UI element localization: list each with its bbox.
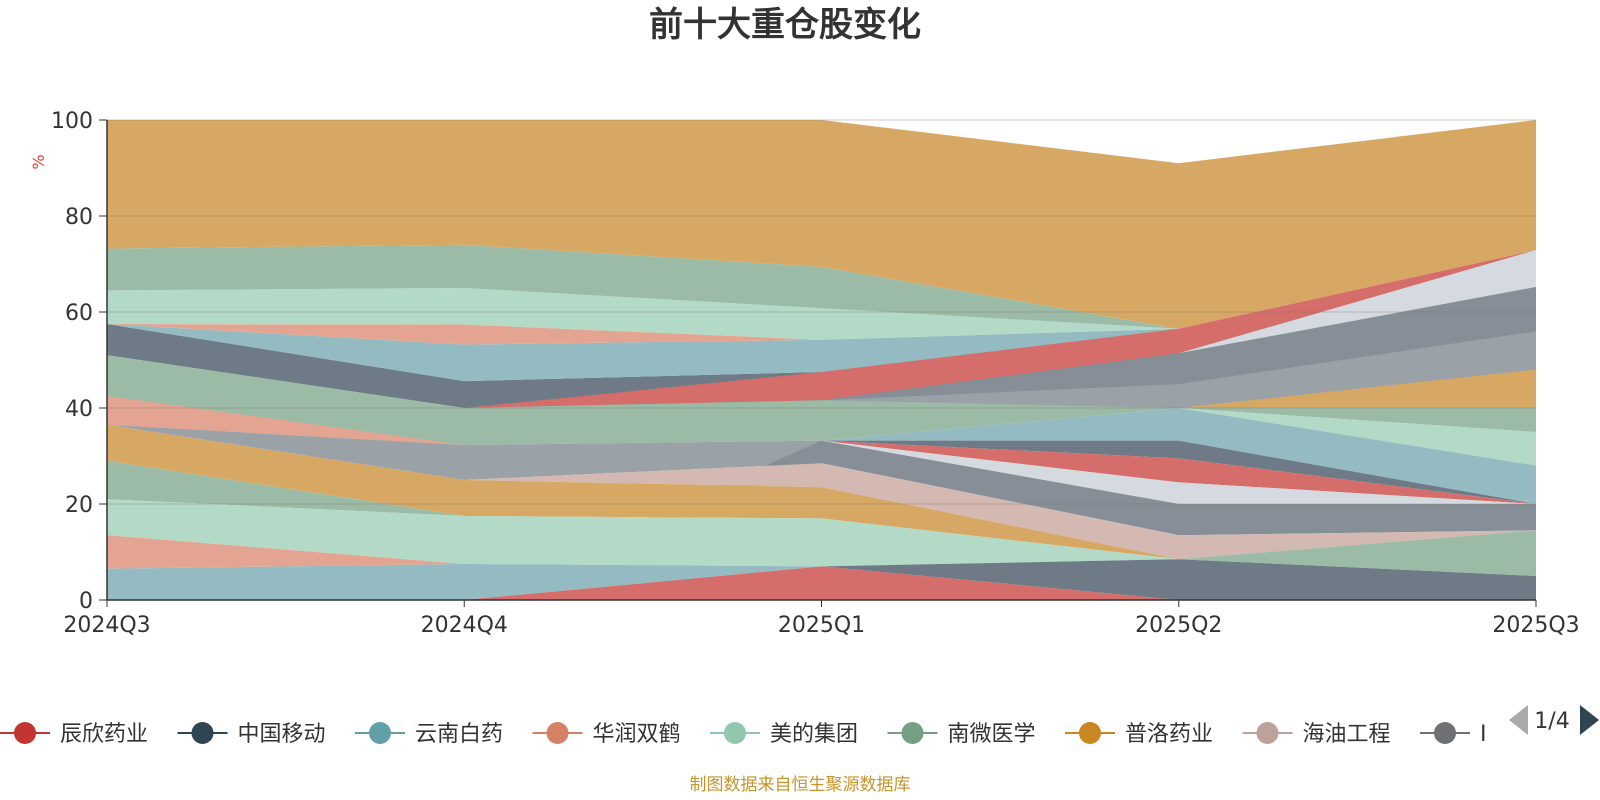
- legend-item[interactable]: 普洛药业: [1065, 722, 1213, 747]
- legend-item[interactable]: 美的集团: [710, 722, 858, 747]
- legend-marker-icon: [1079, 722, 1101, 744]
- y-tick-label: 40: [65, 397, 93, 422]
- y-axis-unit: %: [29, 154, 48, 169]
- legend-label: 南微医学: [948, 722, 1036, 747]
- area-band-10: [107, 287, 1536, 408]
- area-band-24: [107, 424, 1536, 560]
- area-band-22: [107, 440, 1536, 600]
- x-tick-label: 2024Q3: [63, 613, 150, 638]
- legend-label: 美的集团: [770, 722, 858, 747]
- legend-marker-icon: [901, 722, 924, 744]
- area-band-18: [107, 440, 1536, 600]
- area-band-07: [107, 120, 1536, 329]
- legend-label: 中国移动: [238, 722, 326, 747]
- pager-prev-icon[interactable]: [1509, 705, 1528, 735]
- legend-label: 辰欣药业: [60, 722, 148, 747]
- x-tick-label: 2025Q2: [1135, 613, 1222, 638]
- legend-item[interactable]: 云南白药: [355, 722, 503, 747]
- legend-marker-icon: [369, 722, 391, 744]
- legend-marker-icon: [191, 722, 214, 744]
- legend-item[interactable]: 南微医学: [887, 722, 1036, 747]
- legend-label: 普洛药业: [1125, 722, 1213, 747]
- area-bands: [107, 120, 1536, 600]
- legend-item[interactable]: I: [1420, 722, 1487, 747]
- axes: 2024Q3 2024Q4 2025Q1 2025Q2 2025Q3: [63, 120, 1580, 638]
- source-note: 制图数据来自恒生聚源数据库: [690, 775, 911, 795]
- legend-marker-icon: [14, 722, 36, 744]
- area-band-04: [107, 287, 1536, 345]
- area-band-29: [107, 559, 1536, 600]
- legend-item[interactable]: 中国移动: [177, 722, 326, 747]
- legend-marker-icon: [1256, 722, 1279, 744]
- y-tick-label: 20: [65, 493, 93, 518]
- area-band-30: [107, 566, 1536, 600]
- legend[interactable]: 辰欣药业 中国移动 云南白药 华润双鹤 美的集团 南微医学 普洛药业 海油工程 I: [0, 722, 1487, 747]
- legend-item[interactable]: 华润双鹤: [532, 722, 681, 747]
- legend-label: 云南白药: [415, 722, 503, 747]
- area-band-15: [107, 408, 1536, 600]
- area-band-13: [107, 369, 1536, 600]
- x-tick-label: 2024Q4: [421, 613, 508, 638]
- legend-label: 华润双鹤: [593, 722, 681, 747]
- y-tick-label: 100: [51, 109, 93, 134]
- area-band-03: [107, 287, 1536, 382]
- legend-marker-icon: [724, 722, 746, 744]
- area-band-28: [107, 559, 1536, 600]
- legend-label: I: [1480, 722, 1487, 747]
- legend-item[interactable]: 辰欣药业: [0, 722, 148, 747]
- area-band-11: [107, 331, 1536, 408]
- area-band-08: [107, 250, 1536, 600]
- area-band-14: [107, 355, 1536, 445]
- pager-next-icon[interactable]: [1580, 705, 1599, 735]
- y-tick-label: 0: [79, 589, 93, 614]
- legend-marker-icon: [1434, 722, 1456, 744]
- legend-pager[interactable]: 1/4: [1509, 705, 1599, 735]
- legend-item[interactable]: 海油工程: [1242, 722, 1391, 747]
- legend-label: 海油工程: [1303, 722, 1391, 747]
- x-tick-label: 2025Q3: [1492, 613, 1579, 638]
- x-tick-label: 2025Q1: [778, 613, 865, 638]
- area-band-06: [107, 244, 1536, 329]
- pager-text: 1/4: [1534, 709, 1569, 734]
- y-tick-label: 80: [65, 205, 93, 230]
- chart-title: 前十大重仓股变化: [649, 5, 921, 45]
- legend-marker-icon: [546, 722, 569, 744]
- area-band-26: [107, 499, 1536, 576]
- y-tick-label: 60: [65, 301, 93, 326]
- area-band-05: [107, 287, 1536, 340]
